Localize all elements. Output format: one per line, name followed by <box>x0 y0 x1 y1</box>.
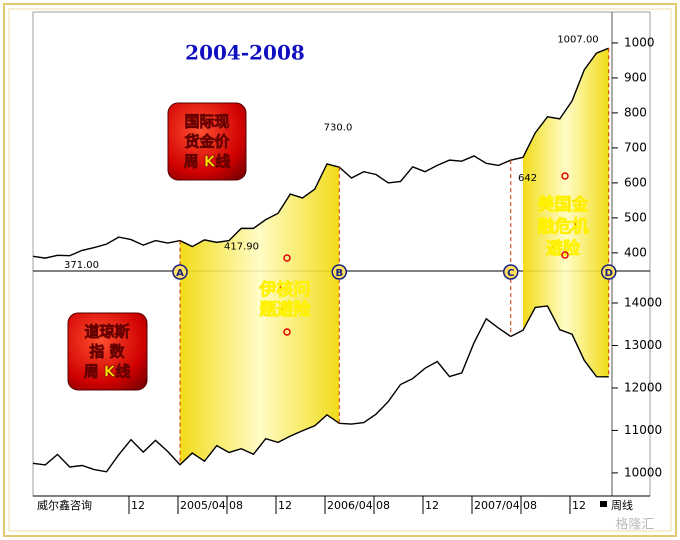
event-marker-label: C <box>507 268 514 279</box>
y-tick-label: 800 <box>624 105 647 119</box>
period-label: 周线 <box>611 498 633 512</box>
note-dot <box>561 172 569 180</box>
note-dot <box>561 251 569 259</box>
y-tick-label: 900 <box>624 70 647 84</box>
y-tick-label: 12000 <box>624 380 662 394</box>
y-tick-label: 400 <box>624 245 647 259</box>
y-tick-label: 13000 <box>624 338 662 352</box>
x-tick-label: 08 <box>376 499 390 512</box>
dow-badge <box>67 312 148 391</box>
note-text: 题避险 <box>260 299 312 320</box>
y-tick-label: 500 <box>624 210 647 224</box>
x-tick-label: 2006/04 <box>327 499 373 512</box>
badge-label: 周 K线 <box>84 363 131 381</box>
price-line <box>32 305 609 473</box>
price-label: 371.00 <box>64 260 99 271</box>
y-tick-label: 11000 <box>624 423 662 437</box>
x-tick-label: 2007/04 <box>474 499 520 512</box>
x-tick-label: 08 <box>229 499 243 512</box>
price-label: 642 <box>518 173 537 184</box>
note-text: 美国金 <box>538 194 590 215</box>
badge-label: 周 K线 <box>184 153 231 171</box>
x-tick-label: 12 <box>572 499 586 512</box>
frame-inner <box>8 8 672 532</box>
watermark: 格隆汇 <box>615 517 654 533</box>
source-label: 威尔鑫咨询 <box>37 498 92 512</box>
price-label: 1007.00 <box>557 34 598 45</box>
note-text: 避险 <box>546 238 581 259</box>
badge-label: 道琼斯 <box>84 323 129 341</box>
note-text: 伊核问 <box>259 279 311 300</box>
price-label: 417.90 <box>224 242 259 253</box>
chart-title: 2004-2008 <box>185 41 305 65</box>
y-tick-label: 1000 <box>624 35 655 49</box>
event-marker-label: D <box>605 268 613 279</box>
badge-label: 货金价 <box>184 133 230 151</box>
y-tick-label: 10000 <box>624 465 662 479</box>
note-text: 融危机 <box>538 216 589 237</box>
badge-label: 指 数 <box>89 343 125 361</box>
y-tick-label: 600 <box>624 175 647 189</box>
price-label: 730.0 <box>324 122 353 133</box>
highlight-area <box>523 48 609 377</box>
lock-icon <box>600 501 607 507</box>
badge-label: 国际现 <box>184 113 229 131</box>
note-dot <box>283 328 291 336</box>
event-marker-label: B <box>335 268 343 279</box>
y-tick-label: 14000 <box>624 296 662 310</box>
highlight-area <box>180 163 340 465</box>
note-dot <box>283 254 291 262</box>
x-tick-label: 12 <box>425 499 439 512</box>
x-tick-label: 2005/04 <box>180 499 226 512</box>
event-marker <box>331 264 347 280</box>
x-tick-label: 12 <box>278 499 292 512</box>
event-marker <box>503 264 519 280</box>
event-marker <box>172 264 188 280</box>
x-tick-label: 08 <box>523 499 537 512</box>
event-marker-label: A <box>176 268 184 279</box>
gold-badge <box>167 102 247 181</box>
x-tick-label: 12 <box>131 499 145 512</box>
price-line <box>32 47 610 259</box>
y-tick-label: 700 <box>624 140 647 154</box>
event-marker <box>601 264 617 280</box>
